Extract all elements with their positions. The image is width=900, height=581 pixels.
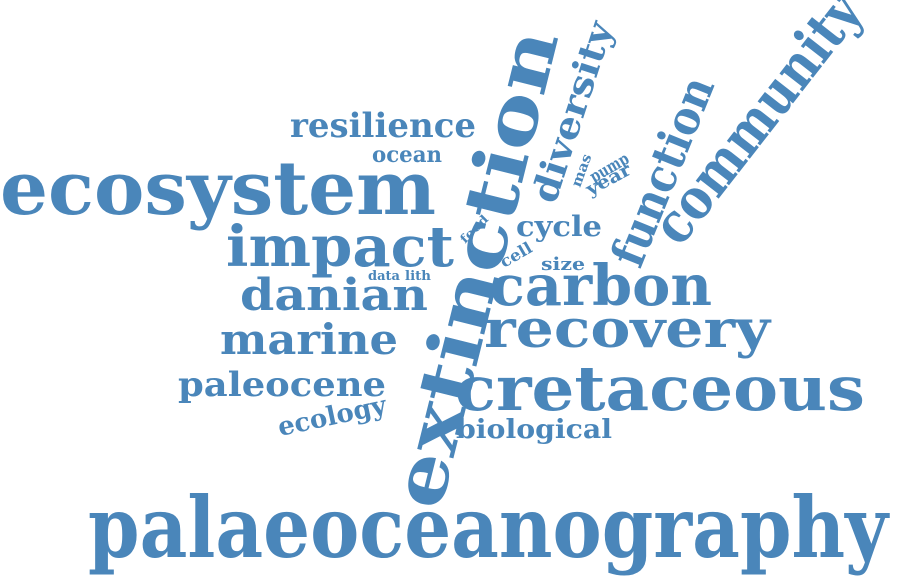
word-size: size xyxy=(541,254,585,275)
word-recovery: recovery xyxy=(484,299,772,360)
word-impact: impact xyxy=(226,214,454,280)
word-danian: danian xyxy=(240,270,428,321)
word-cycle: cycle xyxy=(516,210,602,243)
word-resilience: resilience xyxy=(290,106,476,146)
word-data: data xyxy=(368,269,401,284)
word-carbon: carbon xyxy=(490,253,712,319)
word-paleocene: paleocene xyxy=(178,365,386,405)
word-ecosystem: ecosystem xyxy=(0,146,436,232)
word-cretaceous: cretaceous xyxy=(455,352,865,425)
word-lith: lith xyxy=(405,269,432,284)
word-marine: marine xyxy=(220,315,398,364)
word-biological: biological xyxy=(456,415,612,445)
word-palaeoceanography: palaeoceanography xyxy=(88,478,890,577)
word-ocean: ocean xyxy=(372,142,442,168)
